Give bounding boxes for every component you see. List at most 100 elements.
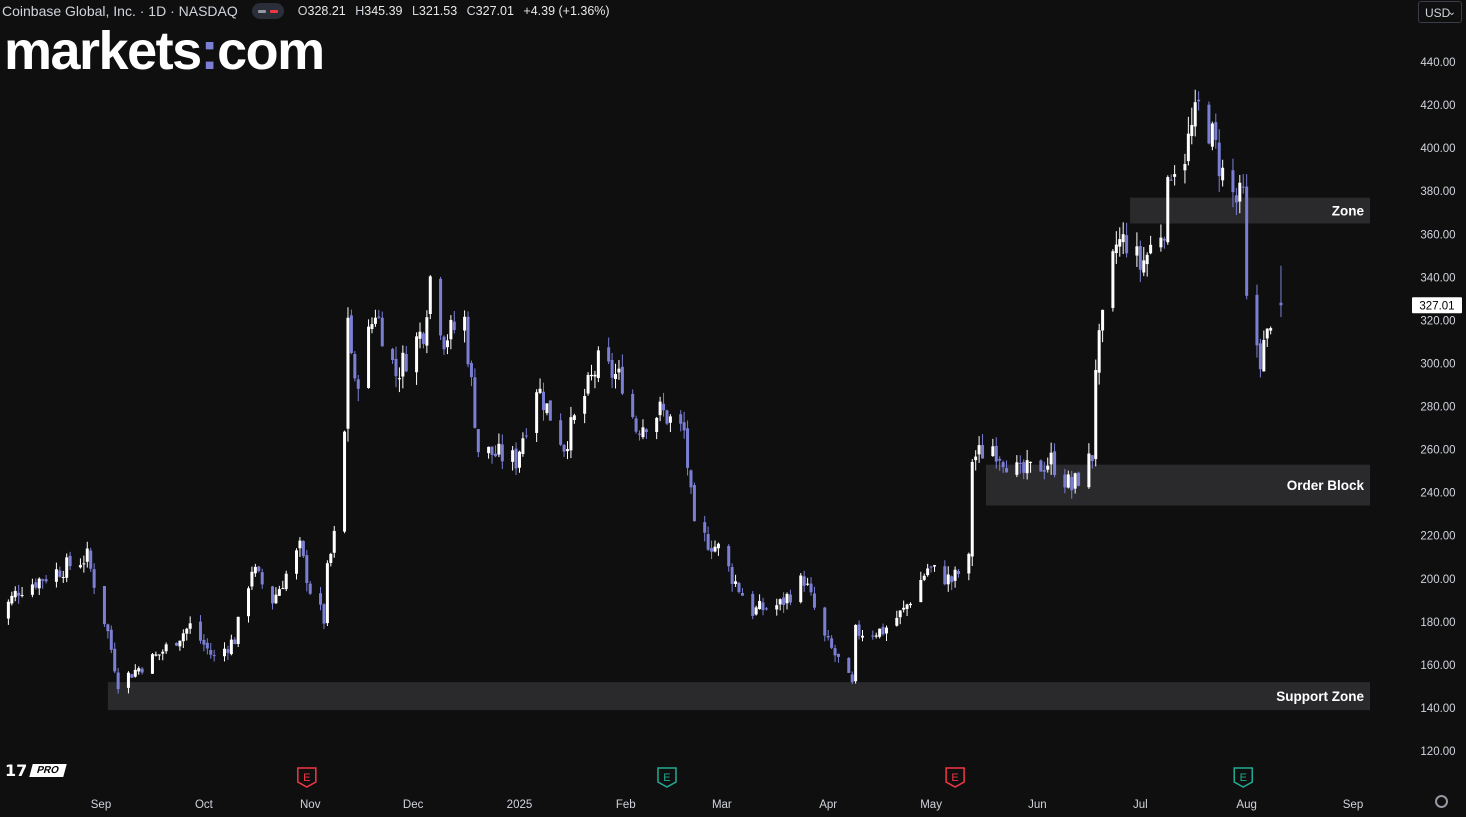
candle-body <box>78 565 82 568</box>
y-tick-label: 140.00 <box>1420 703 1455 715</box>
indicators-toggle[interactable] <box>251 3 284 19</box>
open-label: O <box>297 4 308 18</box>
candle-body <box>1241 186 1245 188</box>
y-tick-label: 440.00 <box>1420 57 1455 69</box>
candle-body <box>1269 328 1273 331</box>
candle-body <box>1221 167 1225 181</box>
candle-body <box>836 653 840 657</box>
x-tick-label: Jul <box>1133 799 1148 811</box>
candle-body <box>113 648 117 672</box>
earnings-icon <box>945 767 965 788</box>
candle-body <box>222 648 226 657</box>
candle-body <box>590 374 594 377</box>
candle-body <box>380 317 384 347</box>
candle-body <box>1029 461 1033 463</box>
y-tick-label: 400.00 <box>1420 143 1455 155</box>
candle-body <box>1097 330 1101 373</box>
candle-body <box>754 607 758 615</box>
candle-body <box>716 543 720 549</box>
candle-body <box>394 358 398 377</box>
candle-body <box>617 368 621 373</box>
candle-body <box>535 392 539 433</box>
earnings-icon <box>1233 767 1253 788</box>
settings-icon[interactable] <box>1435 795 1448 808</box>
candle-body <box>198 621 202 641</box>
candle-body <box>1210 123 1214 147</box>
x-tick-label: May <box>920 799 942 811</box>
candle-body <box>1183 163 1187 171</box>
candle-body <box>809 583 813 593</box>
low-value: 321.53 <box>418 4 458 18</box>
candle-body <box>319 593 323 605</box>
candle-body <box>250 571 254 587</box>
symbol-title[interactable]: Coinbase Global, Inc. · 1D · NASDAQ <box>2 3 238 19</box>
candle-body <box>229 639 233 655</box>
candle-body <box>329 553 333 563</box>
candle-body <box>1231 170 1235 193</box>
candle-body <box>82 563 86 565</box>
candle-body <box>826 635 830 638</box>
candle-body <box>425 317 429 346</box>
candle-body <box>391 348 395 360</box>
candle-body <box>332 530 336 553</box>
logo-dot: : <box>200 21 219 81</box>
zone-box <box>1130 197 1370 224</box>
candle-body <box>583 396 587 414</box>
candle-body <box>847 657 851 673</box>
candle-body <box>1022 462 1026 473</box>
candle-body <box>662 403 666 411</box>
currency-select[interactable]: USD ⌄ <box>1418 1 1462 23</box>
candle-body <box>778 599 782 605</box>
candle-body <box>727 545 731 567</box>
y-tick-label: 340.00 <box>1420 272 1455 284</box>
candle-body <box>802 576 806 586</box>
chevron-down-icon: ⌄ <box>1447 7 1456 18</box>
y-tick-label: 320.00 <box>1420 315 1455 327</box>
candle-body <box>1042 470 1046 472</box>
candle-body <box>1015 462 1019 475</box>
candle-body <box>370 324 374 329</box>
candle-body <box>713 546 717 552</box>
flag-icon <box>269 9 278 13</box>
zone-box <box>985 464 1370 506</box>
candle-body <box>799 575 803 603</box>
candle-body <box>274 594 278 604</box>
x-tick-label: Mar <box>712 799 732 811</box>
candle-body <box>905 604 909 609</box>
candle-body <box>1135 246 1139 256</box>
candle-body <box>541 391 545 411</box>
candle-body <box>209 649 213 655</box>
candle-body <box>202 639 206 645</box>
candle-body <box>895 617 899 626</box>
low-label: L <box>411 4 419 18</box>
x-tick-label: 2025 <box>507 799 533 811</box>
ohlc-readout: O328.21 H345.39 L321.53 C327.01 +4.39 (+… <box>298 4 610 18</box>
y-tick-label: 360.00 <box>1420 229 1455 241</box>
candle-body <box>150 654 154 674</box>
x-tick-label: Sep <box>1343 799 1363 811</box>
candle-body <box>737 582 741 593</box>
candle-body <box>610 360 614 378</box>
open-value: 328.21 <box>307 4 346 18</box>
candle-body <box>295 550 299 574</box>
candle-body <box>1255 294 1259 346</box>
candle-body <box>1005 468 1009 473</box>
candle-body <box>58 570 62 577</box>
candle-body <box>734 581 738 584</box>
candle-body <box>1169 179 1173 181</box>
candle-body <box>185 628 189 634</box>
y-tick-label: 420.00 <box>1420 100 1455 112</box>
candle-body <box>857 624 861 636</box>
close-label: C <box>466 4 476 18</box>
x-tick-label: Sep <box>91 799 111 811</box>
candle-body <box>679 414 683 424</box>
candle-body <box>356 379 360 389</box>
logo-left: markets <box>4 21 202 81</box>
candle-body <box>785 593 789 604</box>
candle-body <box>1138 246 1142 270</box>
candle-body <box>631 393 635 418</box>
y-tick-label: 300.00 <box>1420 358 1455 370</box>
candle-body <box>442 336 446 350</box>
candle-body <box>634 418 638 432</box>
